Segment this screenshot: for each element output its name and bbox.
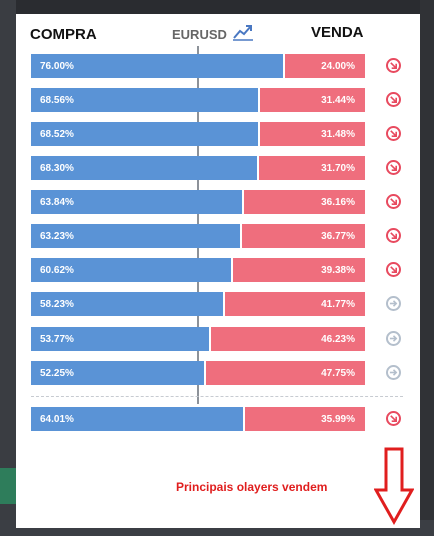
arrow-down-right-icon[interactable]	[386, 262, 401, 277]
sentiment-row: 60.62% 39.38%	[31, 258, 365, 282]
sell-percentage: 36.77%	[242, 224, 365, 248]
buy-percentage: 52.25%	[31, 361, 206, 385]
arrow-down-right-icon[interactable]	[386, 411, 401, 426]
currency-pair-label: EURUSD	[172, 27, 227, 42]
arrow-down-right-icon[interactable]	[386, 92, 401, 107]
background-right	[420, 0, 434, 536]
buy-percentage: 68.56%	[31, 88, 260, 112]
sell-percentage: 31.44%	[259, 88, 365, 112]
sell-percentage: 35.99%	[244, 407, 365, 431]
sentiment-row: 68.56% 31.44%	[31, 88, 365, 112]
sell-percentage: 31.70%	[259, 156, 365, 180]
sentiment-row: 53.77% 46.23%	[31, 327, 365, 351]
sell-percentage: 41.77%	[225, 292, 365, 316]
sentiment-row: 63.84% 36.16%	[31, 190, 365, 214]
annotation-text: Principais olayers vendem	[176, 480, 328, 494]
big-down-arrow-icon	[374, 447, 414, 526]
summary-row: 64.01% 35.99%	[31, 407, 365, 431]
buy-percentage: 76.00%	[31, 54, 285, 78]
sentiment-row: 68.52% 31.48%	[31, 122, 365, 146]
sentiment-panel: COMPRA EURUSD VENDA 76.00% 24.00% 68.56% 31…	[16, 14, 420, 528]
sentiment-row: 52.25% 47.75%	[31, 361, 365, 385]
arrow-right-icon[interactable]	[386, 331, 401, 346]
buy-percentage: 63.84%	[31, 190, 245, 214]
buy-percentage: 60.62%	[31, 258, 234, 282]
buy-percentage: 53.77%	[31, 327, 211, 351]
sell-percentage: 36.16%	[244, 190, 365, 214]
buy-percentage: 68.30%	[31, 156, 260, 180]
sentiment-row: 76.00% 24.00%	[31, 54, 365, 78]
buy-percentage: 63.23%	[31, 224, 243, 248]
buy-percentage: 64.01%	[31, 407, 245, 431]
trend-chart-icon[interactable]	[232, 23, 254, 41]
arrow-right-icon[interactable]	[386, 296, 401, 311]
arrow-down-right-icon[interactable]	[386, 126, 401, 141]
sentiment-row: 63.23% 36.77%	[31, 224, 365, 248]
arrow-down-right-icon[interactable]	[386, 228, 401, 243]
sentiment-row: 58.23% 41.77%	[31, 292, 365, 316]
arrow-down-right-icon[interactable]	[386, 194, 401, 209]
background-top	[0, 0, 434, 14]
buy-percentage: 58.23%	[31, 292, 226, 316]
summary-divider	[31, 396, 403, 397]
arrow-right-icon[interactable]	[386, 365, 401, 380]
sell-percentage: 24.00%	[284, 54, 365, 78]
sell-percentage: 39.38%	[233, 258, 365, 282]
arrow-down-right-icon[interactable]	[386, 160, 401, 175]
buy-percentage: 68.52%	[31, 122, 260, 146]
buy-header: COMPRA	[30, 26, 97, 43]
sell-percentage: 31.48%	[259, 122, 365, 146]
arrow-down-right-icon[interactable]	[386, 58, 401, 73]
sell-percentage: 46.23%	[210, 327, 365, 351]
background-left	[0, 0, 16, 536]
sell-percentage: 47.75%	[205, 361, 365, 385]
sell-header: VENDA	[311, 24, 364, 41]
background-green-tab	[0, 468, 16, 504]
sentiment-row: 68.30% 31.70%	[31, 156, 365, 180]
